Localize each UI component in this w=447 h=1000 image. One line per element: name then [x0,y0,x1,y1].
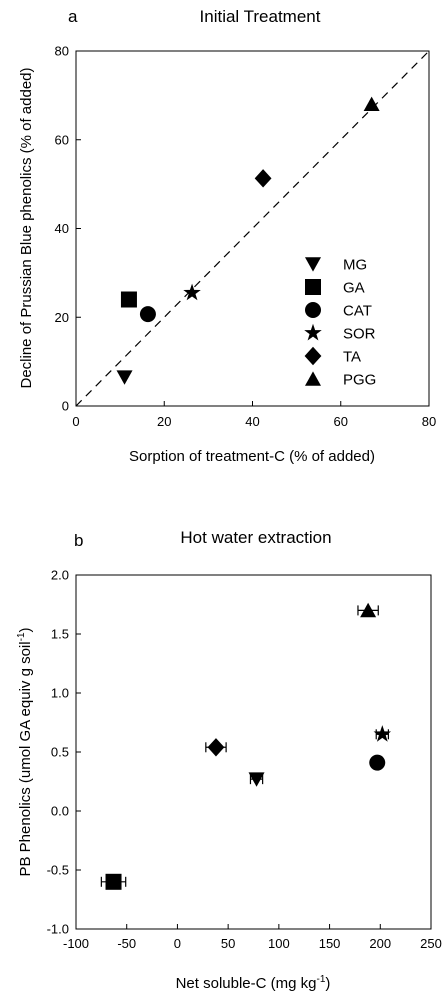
panel-a-point-sor [183,283,201,301]
panel-b-y-axis-label-main: PB Phenolics (umol GA equiv g soil [17,641,34,876]
panel-b-label: b [74,531,83,550]
panel-a-legend-label-cat: CAT [343,303,372,320]
panel-b-y-tick-label: -0.5 [47,863,69,878]
panel-b-points [100,602,392,890]
panel-b-y-axis-label-sup: -1 [16,632,27,641]
panel-b-x-tick-label: -100 [63,936,89,951]
panel-a-legend-marker-sor [304,323,322,341]
panel-b-x-tick-label: 50 [221,936,235,951]
panel-a-legend-marker-ga [305,279,321,295]
panel-a-x-axis-label: Sorption of treatment-C (% of added) [129,448,375,465]
panel-a-y-tick-label: 40 [55,221,69,236]
panel-b-point-ga [105,873,122,890]
panel-a-label: a [68,7,78,26]
panel-b-y-tick-label: 0.5 [51,745,69,760]
panel-a-y-tick-label: 20 [55,310,69,325]
panel-a-legend-marker-cat [305,302,321,318]
panel-a-point-ta [254,169,272,188]
panel-b-x-tick-label: 0 [174,936,181,951]
panel-b-x-axis-label-sup: -1 [316,974,325,985]
panel-a-x-tick-label: 80 [422,414,436,429]
panel-a-legend: MG GA CAT SOR TA PGG [304,257,376,389]
panel-b-point-pgg [360,602,377,618]
panel-a-point-cat [139,306,156,323]
panel-b-y-tick-label: 1.5 [51,627,69,642]
panel-a: a Initial Treatment 0 20 40 60 80 0 20 40 60 80 M… [18,7,436,465]
panel-a-legend-label-mg: MG [343,257,367,274]
panel-b-x-axis-label-main: Net soluble-C (mg kg [176,975,317,992]
panel-a-point-mg [116,370,133,385]
panel-b: b Hot water extraction -100 -50 0 50 100 150 2… [16,528,442,992]
panel-b-ticks: -100 -50 0 50 100 150 200 250 -1.0 -0.5 0.0 0.5 1.0 1… [47,568,442,952]
panel-b-x-axis-label: Net soluble-C (mg kg-1) [176,974,331,992]
panel-a-legend-label-sor: SOR [343,326,376,343]
panel-b-x-tick-label: -50 [117,936,136,951]
panel-a-point-ga [120,291,137,308]
panel-a-reference-line [75,50,430,407]
panel-a-title: Initial Treatment [200,7,321,26]
panel-b-x-tick-label: 200 [369,936,391,951]
panel-b-y-tick-label: 1.0 [51,686,69,701]
panel-a-x-tick-label: 40 [245,414,259,429]
panel-a-legend-label-ga: GA [343,280,365,297]
panel-a-y-tick-label: 60 [55,132,69,147]
panel-a-points [116,96,380,385]
panel-a-legend-marker-pgg [305,371,321,386]
panel-b-point-cat [369,754,386,771]
panel-a-point-pgg [363,96,380,112]
panel-a-x-tick-label: 60 [334,414,348,429]
panel-a-y-tick-label: 0 [62,399,69,414]
panel-a-legend-marker-mg [305,257,321,272]
panel-a-legend-label-ta: TA [343,349,361,366]
panel-b-point-mg [248,772,265,787]
panel-b-y-axis-label-end: ) [17,627,34,632]
panel-a-legend-label-pgg: PGG [343,372,376,389]
panel-a-legend-marker-ta [304,346,322,366]
panel-a-x-tick-label: 0 [72,414,79,429]
panel-b-x-tick-label: 250 [420,936,442,951]
panel-b-y-tick-label: -1.0 [47,922,69,937]
panel-b-x-tick-label: 100 [268,936,290,951]
panel-b-plot-area [75,574,432,930]
panel-b-x-axis-label-end: ) [325,975,330,992]
panel-a-y-axis-label: Decline of Prussian Blue phenolics (% of… [18,67,35,388]
panel-b-point-sor [373,725,392,742]
panel-b-x-tick-label: 150 [319,936,341,951]
panel-a-x-tick-label: 20 [157,414,171,429]
panel-a-ticks: 0 20 40 60 80 0 20 40 60 80 [55,44,437,430]
panel-a-y-tick-label: 80 [55,44,69,59]
panel-b-point-ta [207,738,225,757]
panel-b-y-axis-label: PB Phenolics (umol GA equiv g soil-1) [16,627,34,876]
panel-b-title: Hot water extraction [180,528,331,547]
panel-b-y-tick-label: 2.0 [51,568,69,583]
panel-b-y-tick-label: 0.0 [51,804,69,819]
